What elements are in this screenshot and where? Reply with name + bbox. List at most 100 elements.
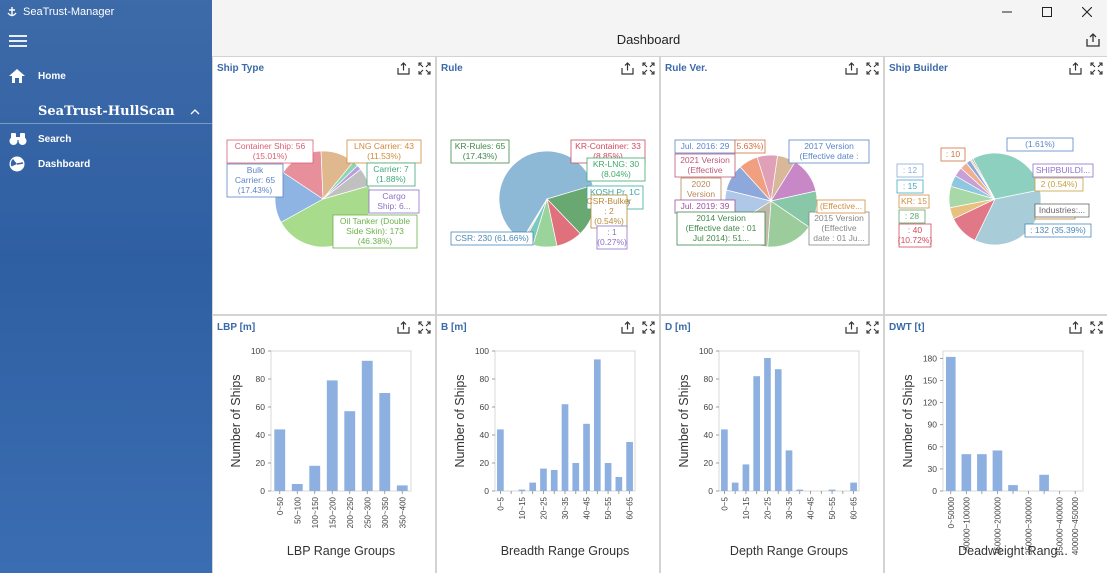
sidebar-section-hullscan[interactable]: SeaTrust-HullScan [0,100,212,124]
sidebar-item-label: Dashboard [38,158,91,170]
minimize-button[interactable] [987,0,1027,24]
x-tick-label: 0~5 [720,496,729,510]
export-button[interactable] [621,321,634,334]
pie-label-text: Bulk [247,165,264,175]
panel-title: LBP [m] [217,322,256,333]
pie-label-box [1034,203,1090,218]
bar [977,454,987,491]
y-tick-label: 20 [480,458,490,468]
fullscreen-button[interactable] [1090,321,1103,334]
sidebar-item-label: Home [38,70,66,82]
fullscreen-button[interactable] [418,62,431,75]
fullscreen-button[interactable] [642,321,655,334]
pie-label-text: Industries:... [1039,205,1085,215]
sidebar-item-dashboard[interactable]: Dashboard [0,152,212,176]
x-axis-label: Breadth Range Groups [501,544,630,558]
pie-label-text: CSR: 230 (61.66%) [455,233,529,243]
pie-label: (Effective... [816,199,866,214]
chart-panel: : 10 (1.61%): 12 SHIPBUILDI...: 15 2 (0.54%… [885,57,1107,314]
export-button[interactable] [1069,62,1082,75]
pie-slice [974,189,1042,246]
x-tick-label: 300~350 [381,496,390,528]
pie-label-box [368,189,420,214]
maximize-button[interactable] [1027,0,1067,24]
pie-label-box [676,211,766,246]
chart-svg: 0 30 60 90 120 150 180 0~50000 50000~100000 15000… [901,350,1084,558]
fullscreen-button[interactable] [642,62,655,75]
pie-label-text: (1.88%) [376,174,406,184]
bar [396,485,408,491]
pie-label-box [896,163,924,178]
pie-label-text: (Effective date : 01 [686,223,757,233]
fullscreen-button[interactable] [1090,62,1103,75]
x-axis-label: Deadweight Rang... [958,544,1068,558]
pie-label-box [590,194,628,229]
pie-label-text: (10.72%) [898,235,933,245]
bar [518,489,526,491]
panel-toolbar [621,62,655,75]
x-tick-label: 60~65 [626,496,635,519]
pie-label-text: (15.01%) [253,151,288,161]
bar [291,484,303,491]
home-icon [0,69,28,83]
close-button[interactable] [1067,0,1107,24]
export-button[interactable] [845,321,858,334]
pie-label: Container Ship: 56(15.01%) [226,139,314,164]
x-tick-label: 60~65 [850,496,859,519]
panel-title: Ship Type [217,63,265,74]
pie-label-text: (8.04%) [601,169,631,179]
bar [550,470,558,491]
bar-chart: 0 30 60 90 120 150 180 0~50000 50000~100000 15000… [901,350,1084,558]
x-tick-label: 0~5 [496,496,505,510]
pie [724,154,818,248]
app-title: SeaTrust-Manager [23,6,115,18]
pie-label-text: KR-LNG: 30 [593,159,640,169]
chevron-up-icon [190,104,200,119]
fullscreen-button[interactable] [866,321,879,334]
export-button[interactable] [621,62,634,75]
export-icon [1086,33,1100,47]
bar [309,465,321,491]
sidebar-item-home[interactable]: Home [0,64,212,88]
pie-label: : 1(0.27%) [596,225,628,250]
dashboard-grid: Container Ship: 56 (15.01%) LNG Carrier: 4… [212,56,1107,573]
pie-label-box [898,223,932,248]
pie-label-text: KR-Rules: 65 [455,141,506,151]
x-tick-label: 200~250 [346,496,355,528]
chart-svg: Jul. 2016: 29 5.63%) 2017 Version(Effectiv… [674,139,870,248]
pie-label-text: (Effective date : [800,151,859,161]
pie-label: : 40(10.72%) [898,223,933,248]
panel-toolbar [845,321,879,334]
menu-toggle-button[interactable] [9,35,27,49]
export-button[interactable] [397,321,410,334]
y-tick-label: 60 [928,442,938,452]
pie-label-box [226,163,284,198]
y-tick-label: 20 [256,458,266,468]
fullscreen-button[interactable] [418,321,431,334]
pie-label: 2021 Version(Effective [674,153,736,178]
app-logo-icon [6,6,18,18]
bar [326,380,338,491]
bar [774,369,782,491]
export-button[interactable] [1085,32,1101,48]
bar [572,463,580,491]
x-tick-label: 100~150 [311,496,320,528]
x-tick-label: 250~300 [363,496,372,528]
pie-label-text: Ship: 6... [377,201,411,211]
bar [344,411,356,491]
fullscreen-button[interactable] [866,62,879,75]
sidebar-item-search[interactable]: Search [0,127,212,151]
export-button[interactable] [397,62,410,75]
export-button[interactable] [1069,321,1082,334]
export-button[interactable] [845,62,858,75]
pie-label: KR: 15 [898,194,930,209]
bar [1008,485,1018,491]
pie-label-text: Jul. 2019: 39 [681,201,730,211]
x-tick-label: 50~100 [293,496,302,523]
pie-label-text: KR-Container: 33 [575,141,641,151]
